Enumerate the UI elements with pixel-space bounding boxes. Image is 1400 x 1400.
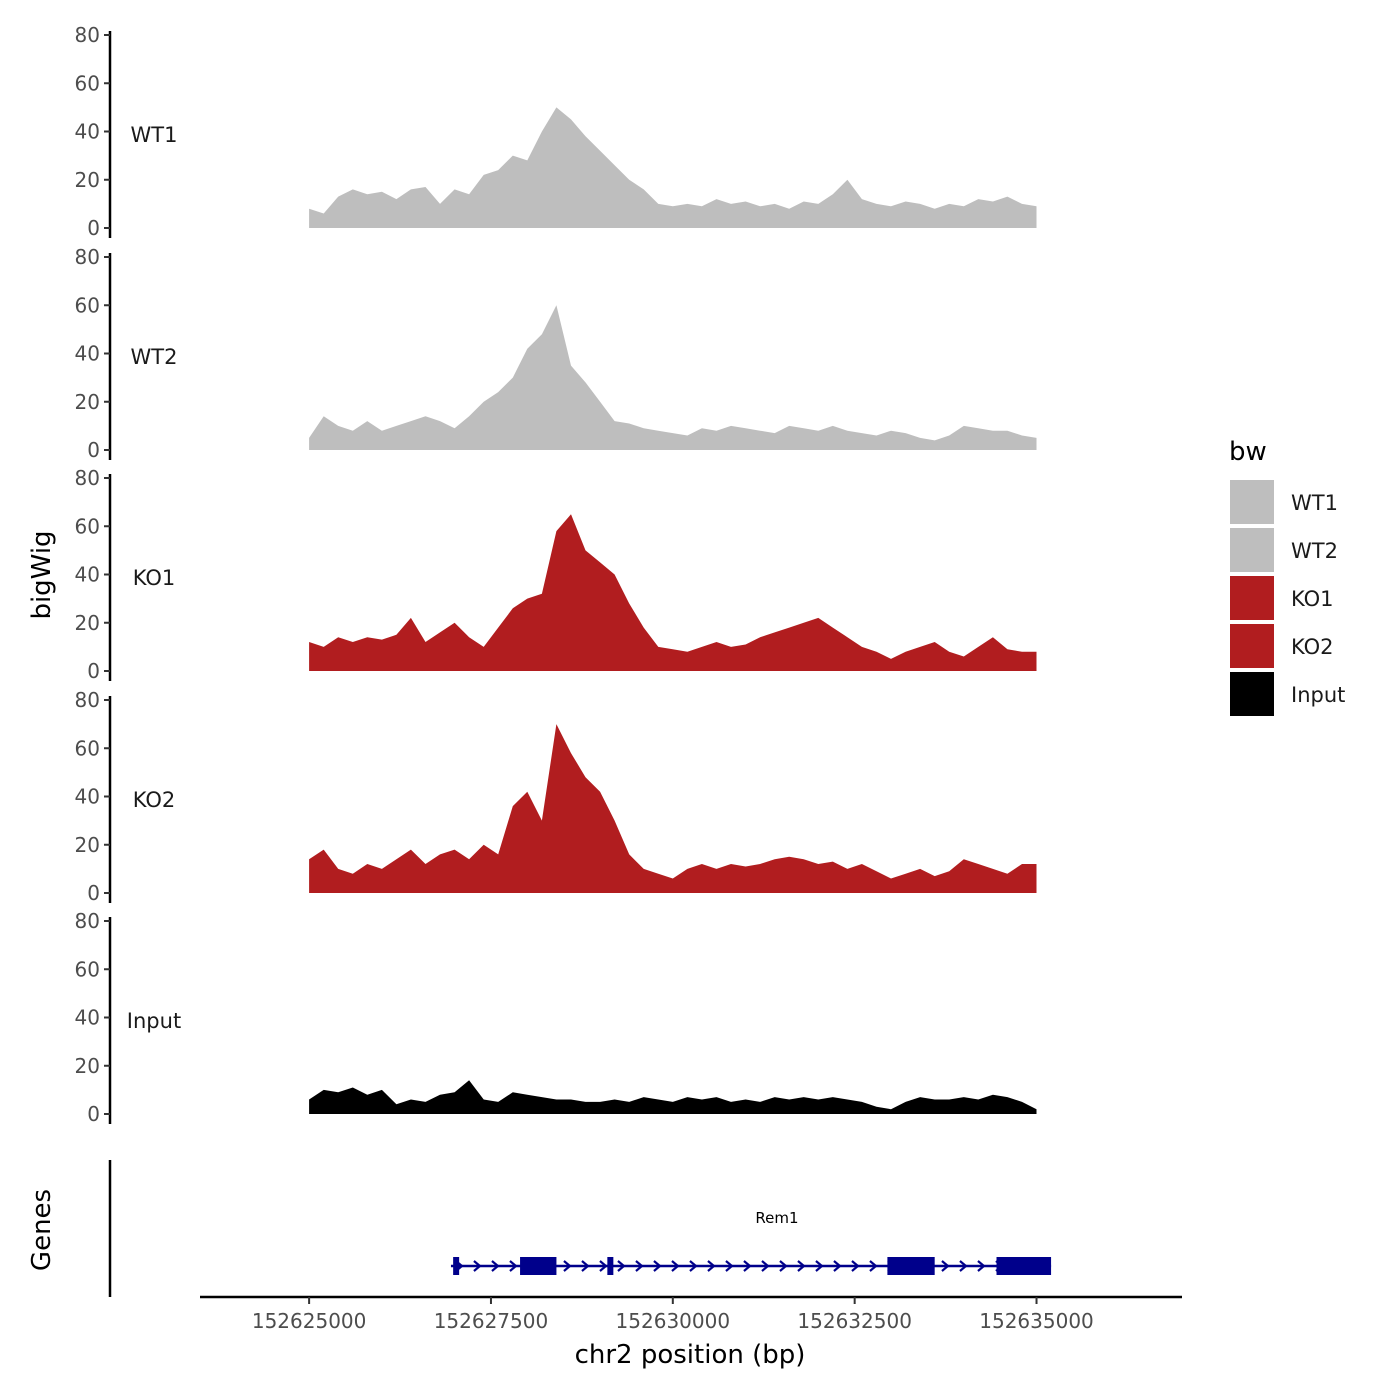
- strand-arrow-icon: [491, 1260, 500, 1272]
- genes-axis-title: Genes: [27, 1189, 57, 1271]
- strand-arrow-icon: [689, 1260, 698, 1272]
- strand-arrow-icon: [671, 1260, 680, 1272]
- y-tick-label: 20: [75, 1054, 100, 1078]
- y-tick-label: 20: [75, 390, 100, 414]
- y-tick-label: 20: [75, 168, 100, 192]
- strand-arrow-icon: [761, 1260, 770, 1272]
- legend-swatch: [1228, 526, 1276, 574]
- y-tick-label: 0: [87, 659, 100, 683]
- x-tick-label: 152625000: [252, 1309, 367, 1333]
- legend-label: Input: [1291, 683, 1345, 707]
- y-tick-label: 60: [75, 71, 100, 95]
- y-tick-label: 20: [75, 833, 100, 857]
- legend-label: WT1: [1291, 491, 1338, 515]
- legend: bw WT1 WT2 KO1 KO2 Input: [1228, 437, 1345, 718]
- track-wt1: 80 60 40 20 0 WT1: [75, 23, 1037, 240]
- coverage-area-wt1: [309, 107, 1037, 228]
- legend-label: KO2: [1291, 635, 1334, 659]
- legend-swatch: [1228, 574, 1276, 622]
- track-label: KO1: [133, 566, 176, 590]
- y-tick-label: 80: [75, 245, 100, 269]
- x-tick-label: 152632500: [797, 1309, 912, 1333]
- y-tick-label: 40: [75, 563, 100, 587]
- coverage-area-ko2: [309, 724, 1037, 893]
- strand-arrow-icon: [707, 1260, 716, 1272]
- gene-exon: [453, 1257, 460, 1275]
- track-input: 80 60 40 20 0 Input: [75, 909, 1037, 1126]
- y-tick-label: 60: [75, 736, 100, 760]
- track-wt2: 80 60 40 20 0 WT2: [75, 245, 1037, 462]
- legend-swatch: [1228, 670, 1276, 718]
- strand-arrow-icon: [977, 1260, 986, 1272]
- y-tick-label: 60: [75, 957, 100, 981]
- strand-arrow-icon: [599, 1260, 608, 1272]
- legend-label: WT2: [1291, 539, 1338, 563]
- legend-label: KO1: [1291, 587, 1334, 611]
- strand-arrow-icon: [743, 1260, 752, 1272]
- y-tick-label: 80: [75, 23, 100, 47]
- coverage-area-ko1: [309, 514, 1037, 671]
- y-tick-label: 60: [75, 293, 100, 317]
- y-tick-label: 80: [75, 688, 100, 712]
- legend-swatch: [1228, 478, 1276, 526]
- strand-arrow-icon: [959, 1260, 968, 1272]
- y-tick-label: 60: [75, 514, 100, 538]
- track-label: Input: [127, 1009, 181, 1033]
- x-axis: 152625000 152627500 152630000 152632500 1526…: [200, 1295, 1182, 1333]
- strand-arrow-icon: [797, 1260, 806, 1272]
- gene-exon: [520, 1257, 557, 1275]
- track-ko1: 80 60 40 20 0 KO1: [75, 466, 1037, 683]
- strand-arrow-icon: [509, 1260, 518, 1272]
- y-tick-label: 40: [75, 342, 100, 366]
- strand-arrow-icon: [833, 1260, 842, 1272]
- gene-exon: [607, 1257, 614, 1275]
- strand-arrow-icon: [581, 1260, 590, 1272]
- coverage-area-wt2: [309, 305, 1037, 450]
- strand-arrow-icon: [779, 1260, 788, 1272]
- y-tick-label: 40: [75, 1006, 100, 1030]
- strand-arrow-icon: [815, 1260, 824, 1272]
- gene-exon: [887, 1257, 935, 1275]
- strand-arrow-icon: [725, 1260, 734, 1272]
- strand-arrow-icon: [617, 1260, 626, 1272]
- strand-arrow-icon: [473, 1260, 482, 1272]
- x-tick-label: 152635000: [979, 1309, 1094, 1333]
- track-ko2: 80 60 40 20 0 KO2: [75, 688, 1037, 905]
- track-label: WT2: [131, 345, 178, 369]
- gene-exon: [996, 1257, 1052, 1275]
- gene-name-label: Rem1: [755, 1209, 798, 1227]
- y-tick-label: 80: [75, 909, 100, 933]
- y-tick-label: 0: [87, 216, 100, 240]
- track-label: KO2: [133, 788, 176, 812]
- strand-arrow-icon: [851, 1260, 860, 1272]
- strand-arrow-icon: [869, 1260, 878, 1272]
- coverage-area-input: [309, 1080, 1037, 1114]
- strand-arrow-icon: [635, 1260, 644, 1272]
- x-tick-label: 152630000: [616, 1309, 731, 1333]
- legend-title: bw: [1229, 437, 1267, 467]
- y-tick-label: 40: [75, 120, 100, 144]
- track-label: WT1: [131, 123, 178, 147]
- y-axis-title: bigWig: [27, 530, 57, 619]
- y-tick-label: 0: [87, 881, 100, 905]
- y-tick-label: 20: [75, 611, 100, 635]
- strand-arrow-icon: [653, 1260, 662, 1272]
- genes-track: Rem1: [108, 1160, 1052, 1297]
- y-tick-label: 80: [75, 466, 100, 490]
- x-axis-title: chr2 position (bp): [575, 1340, 806, 1370]
- legend-swatch: [1228, 622, 1276, 670]
- strand-arrow-icon: [941, 1260, 950, 1272]
- x-tick-label: 152627500: [434, 1309, 549, 1333]
- y-tick-label: 0: [87, 438, 100, 462]
- y-tick-label: 0: [87, 1102, 100, 1126]
- y-tick-label: 40: [75, 785, 100, 809]
- strand-arrow-icon: [563, 1260, 572, 1272]
- tracks-layer: 80 60 40 20 0 WT1 80 60 40 20 0 WT2 80 60 40 20 0 KO1 80 60…: [75, 23, 1037, 1126]
